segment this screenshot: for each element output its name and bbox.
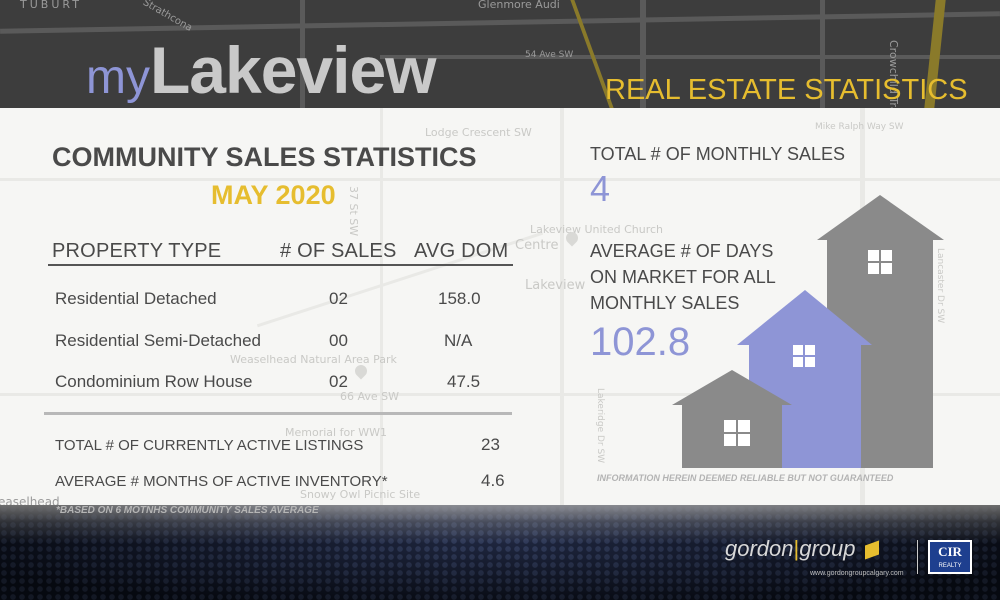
map-label: Lakeridge Dr SW bbox=[595, 388, 605, 464]
column-header-avg-dom: AVG DOM bbox=[414, 240, 509, 262]
brand-logo: myLakeview bbox=[86, 33, 437, 107]
map-label: 37 St SW bbox=[347, 186, 360, 237]
map-label: TUBURT bbox=[20, 0, 82, 11]
cir-realty-logo: CIR REALTY bbox=[928, 540, 972, 574]
row-sales: 00 bbox=[329, 331, 348, 350]
logo-mark-icon bbox=[864, 540, 879, 560]
row-type: Residential Detached bbox=[55, 289, 217, 308]
row-dom: 47.5 bbox=[447, 372, 481, 391]
period-label: MAY 2020 bbox=[211, 180, 336, 210]
map-label: Mike Ralph Way SW bbox=[815, 122, 904, 132]
map-label: 54 Ave SW bbox=[525, 50, 574, 60]
map-label: Lakeview United Church bbox=[530, 223, 664, 236]
divider bbox=[44, 412, 512, 415]
page-title: REAL ESTATE STATISTICS bbox=[605, 74, 968, 106]
footnote: *BASED ON 6 MOTNHS COMMUNITY SALES AVERA… bbox=[56, 505, 319, 516]
total-listings-value: 23 bbox=[481, 435, 500, 454]
inventory-months-value: 4.6 bbox=[481, 471, 505, 490]
map-label: easelhead bbox=[0, 495, 60, 505]
map-background-top: TUBURT Glenmore Audi 54 Ave SW Crowchild… bbox=[0, 0, 1000, 108]
logo-separator: | bbox=[793, 536, 800, 561]
row-type: Condominium Row House bbox=[55, 372, 253, 391]
map-label: Glenmore Audi bbox=[478, 0, 560, 11]
total-listings-label: TOTAL # OF CURRENTLY ACTIVE LISTINGS bbox=[55, 437, 364, 454]
map-label: Weaselhead Natural Area Park bbox=[230, 353, 397, 366]
column-header-sales: # OF SALES bbox=[280, 240, 397, 262]
row-sales: 02 bbox=[329, 372, 348, 391]
houses-illustration bbox=[672, 195, 944, 468]
gordon-group-logo: gordon|group bbox=[725, 536, 879, 562]
row-sales: 02 bbox=[329, 289, 348, 308]
cir-name: CIR bbox=[938, 544, 962, 559]
logo-text-right: group bbox=[799, 536, 856, 561]
house-small-icon bbox=[672, 370, 792, 468]
row-dom: N/A bbox=[444, 331, 473, 350]
map-label: Memorial for WW1 bbox=[285, 426, 387, 439]
monthly-sales-value: 4 bbox=[590, 168, 611, 209]
inventory-months-label: AVERAGE # MONTHS OF ACTIVE INVENTORY* bbox=[55, 473, 388, 490]
section-title: COMMUNITY SALES STATISTICS bbox=[52, 142, 477, 172]
map-label: 66 Ave SW bbox=[340, 390, 400, 403]
avg-days-value: 102.8 bbox=[590, 320, 691, 364]
logo-url: www.gordongroupcalgary.com bbox=[810, 570, 904, 577]
cir-sub: REALTY bbox=[938, 563, 962, 569]
avg-days-label-line3: MONTHLY SALES bbox=[590, 293, 740, 313]
footer-band bbox=[0, 505, 1000, 600]
avg-days-label-line1: AVERAGE # OF DAYS bbox=[590, 241, 774, 261]
row-type: Residential Semi-Detached bbox=[55, 331, 261, 350]
divider bbox=[48, 264, 513, 266]
map-label: Centre bbox=[515, 238, 559, 253]
divider bbox=[917, 540, 918, 574]
avg-days-label-line2: ON MARKET FOR ALL bbox=[590, 267, 776, 287]
map-label: Snowy Owl Picnic Site bbox=[300, 488, 421, 501]
brand-prefix: my bbox=[86, 51, 150, 104]
row-dom: 158.0 bbox=[438, 289, 481, 308]
column-header-property-type: PROPERTY TYPE bbox=[52, 240, 222, 262]
map-label: Lodge Crescent SW bbox=[425, 126, 532, 139]
map-label: Lakeview bbox=[525, 278, 586, 293]
logo-text-left: gordon bbox=[725, 536, 794, 561]
disclaimer: INFORMATION HEREIN DEEMED RELIABLE BUT N… bbox=[597, 473, 894, 483]
monthly-sales-label: TOTAL # OF MONTHLY SALES bbox=[590, 144, 846, 164]
brand-name: Lakeview bbox=[149, 33, 437, 107]
